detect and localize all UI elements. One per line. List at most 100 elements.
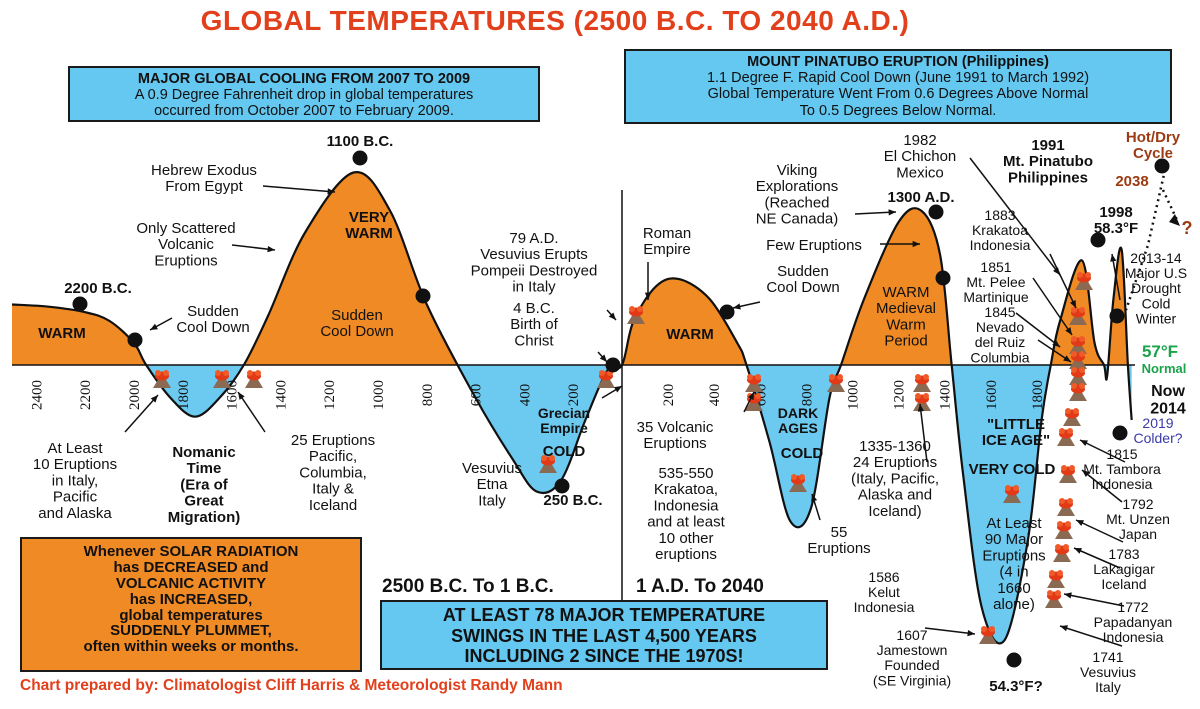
hebrew-exodus-label-line: From Egypt	[165, 178, 243, 195]
little-ice-age-label-line: "LITTLE	[987, 416, 1045, 433]
cooling-box-line: occurred from October 2007 to February 2…	[154, 103, 454, 120]
vesuvius-etna-label-line: Vesuvius	[462, 460, 522, 477]
el-chichon-label-line: El Chichon	[884, 148, 957, 165]
ad-period-label: 1 A.D. To 2040	[636, 576, 764, 597]
nevado-del-ruiz-label-line: del Ruiz	[975, 334, 1026, 350]
point-1300ad-label: 1300 A.D.	[888, 189, 955, 206]
vesuvius-79ad-label-line: Pompeii Destroyed	[471, 262, 598, 279]
annotation-arrow	[1073, 547, 1121, 569]
vesuvius-etna-label: Vesuvius Etna Italy	[462, 460, 522, 509]
pinatubo-label-line: 1991	[1031, 137, 1064, 154]
region-cold-label-line: COLD	[781, 445, 824, 462]
eruptions-55-label-line: 55	[831, 524, 848, 541]
annotation-arrowhead	[967, 630, 975, 637]
sudden-cool-down-label-line: Sudden	[777, 263, 829, 280]
annotation-arrowhead	[1064, 592, 1072, 599]
very-warm-label: VERY WARM	[345, 209, 393, 242]
point-250bc-label-line: 250 B.C.	[543, 492, 602, 509]
annotation-arrowhead	[733, 303, 741, 310]
annotation-arrowhead	[917, 404, 924, 412]
few-eruptions-label: Few Eruptions	[766, 237, 862, 254]
x-tick-label: 600	[469, 384, 485, 407]
kelut-label: 1586 Kelut Indonesia	[854, 569, 915, 615]
dark-ages-label-line: AGES	[778, 420, 818, 436]
question-mark: ?	[1182, 218, 1193, 238]
volcano-icon	[1053, 544, 1071, 562]
annotation-arrowhead	[888, 209, 896, 216]
annotation-arrowhead	[1069, 300, 1076, 308]
sudden-cool-down-label: Sudden Cool Down	[766, 263, 839, 296]
papandayan-label-line: 1772	[1117, 599, 1148, 615]
nomanic-time-label-line: Nomanic	[172, 444, 235, 461]
data-point-marker	[935, 270, 951, 286]
vesuvius-1741-label: 1741 Vesuvius Italy	[1080, 649, 1136, 695]
tambora-label-line: 1815	[1106, 446, 1137, 462]
vesuvius-1741-label-line: 1741	[1092, 649, 1123, 665]
eruptions-1335-label-line: 1335-1360	[859, 438, 931, 455]
jamestown-label-line: (SE Virginia)	[873, 672, 951, 688]
annotation-arrow	[1063, 593, 1125, 607]
eruptions-italy-label: At Least 10 Eruptions in Italy, Pacific and …	[33, 440, 117, 522]
volcano-icon	[153, 370, 171, 388]
drought-label: 2013-14 Major U.S Drought Cold Winter	[1125, 250, 1187, 326]
volcano-icon	[1069, 383, 1087, 401]
x-tick-label: 2000	[127, 380, 143, 410]
annotation-arrowhead	[1052, 340, 1060, 347]
cooling-info-box: MAJOR GLOBAL COOLING FROM 2007 TO 2009 A…	[68, 66, 540, 122]
point-1100bc-label-line: 1100 B.C.	[327, 133, 394, 150]
annotation-arrow	[1049, 253, 1077, 309]
medieval-warm-label-line: Medieval	[876, 300, 936, 317]
unzen-label-line: 1792	[1122, 496, 1153, 512]
data-point-marker	[1006, 652, 1022, 668]
baseline-normal-label-line: Normal	[1142, 361, 1187, 376]
data-point-marker	[554, 478, 570, 494]
annotation-arrow	[969, 157, 1061, 276]
point-1998-label: 1998 58.3°F	[1094, 204, 1138, 237]
solar-box-line: often within weeks or months.	[83, 638, 299, 656]
pinatubo-box-heading: MOUNT PINATUBO ERUPTION (Philippines)	[747, 54, 1049, 70]
lakagigar-label-line: 1783	[1108, 546, 1139, 562]
volcano-icon	[627, 306, 645, 324]
x-tick-label: 2400	[29, 380, 45, 410]
unzen-label-line: Japan	[1119, 526, 1157, 542]
baseline-temp-label-line: 57°F	[1142, 342, 1178, 361]
projection-line	[1124, 169, 1167, 311]
annotation-arrowhead	[747, 392, 754, 400]
annotation-arrow	[1111, 253, 1121, 301]
volcano-icon	[827, 374, 845, 392]
swings-box-line: INCLUDING 2 SINCE THE 1970S!	[464, 646, 744, 667]
annotation-arrowhead	[327, 188, 335, 195]
annotation-arrowhead	[608, 312, 616, 320]
warm-area	[12, 172, 1132, 365]
data-point-marker	[605, 357, 621, 373]
nevado-del-ruiz-label-line: Columbia	[970, 349, 1029, 365]
region-warm-label: WARM	[38, 325, 86, 342]
eruptions-55-label-line: Eruptions	[807, 540, 870, 557]
volcano-icon	[1069, 351, 1087, 369]
x-tick-label: 1400	[938, 380, 954, 410]
eruptions-1335-label-line: 24 Eruptions	[853, 454, 937, 471]
annotation-arrowhead	[1063, 355, 1071, 362]
eruptions-90-label-line: Eruptions	[982, 547, 1045, 564]
volcano-icon	[1069, 307, 1087, 325]
point-1100bc-label: 1100 B.C.	[327, 133, 394, 150]
data-point-marker	[1154, 158, 1170, 174]
tambora-label-line: Mt. Tambora	[1083, 461, 1161, 477]
roman-empire-label: Roman Empire	[643, 225, 691, 258]
eruptions-90-label-line: 1660	[997, 580, 1030, 597]
region-warm-label: WARM	[666, 326, 714, 343]
data-point-marker	[1090, 232, 1106, 248]
hot-dry-cycle-label-line: Cycle	[1133, 145, 1173, 162]
now-2014-label-line: Now	[1151, 383, 1185, 400]
annotation-arrowhead	[1060, 625, 1068, 632]
kelut-label-line: 1586	[868, 569, 899, 585]
eruptions-35-label: 35 Volcanic Eruptions	[637, 419, 714, 452]
eruptions-25-label-line: Italy &	[312, 481, 354, 498]
vesuvius-79ad-label-line: Vesuvius Erupts	[480, 246, 588, 263]
jamestown-label-line: 1607	[896, 627, 927, 643]
birth-of-christ-label-line: Christ	[514, 332, 554, 349]
question-mark-line: ?	[1182, 218, 1193, 238]
krakatoa-535-label-line: Krakatoa,	[654, 481, 718, 498]
volcano-icon	[1047, 570, 1065, 588]
eruptions-35-label-line: 35 Volcanic	[637, 419, 714, 436]
